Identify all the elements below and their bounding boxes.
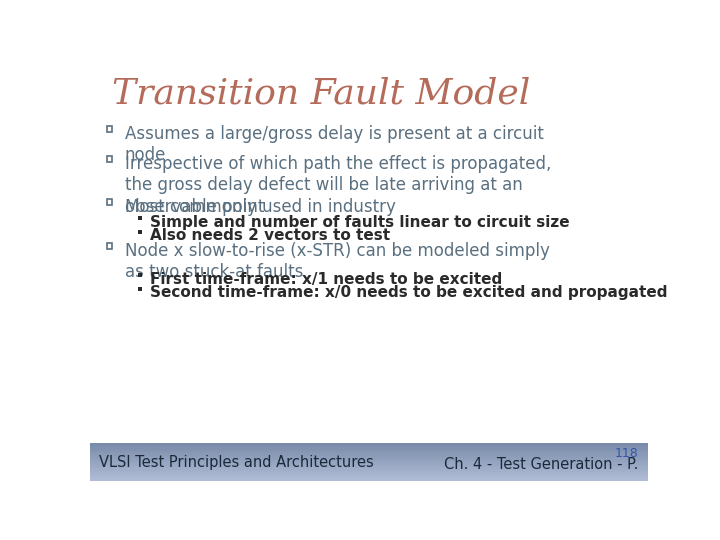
Bar: [90, 471, 648, 473]
Bar: [90, 460, 648, 461]
Text: Simple and number of faults linear to circuit size: Simple and number of faults linear to ci…: [150, 215, 570, 230]
Bar: [107, 126, 112, 132]
Bar: [138, 273, 142, 278]
Text: Assumes a large/gross delay is present at a circuit
node: Assumes a large/gross delay is present a…: [125, 125, 544, 164]
Bar: [90, 479, 648, 481]
Text: 118: 118: [615, 447, 639, 460]
Text: First time-frame: x/1 needs to be excited: First time-frame: x/1 needs to be excite…: [150, 272, 503, 287]
Bar: [90, 446, 648, 447]
Text: Ch. 4 - Test Generation - P.: Ch. 4 - Test Generation - P.: [444, 457, 639, 472]
Bar: [138, 230, 142, 234]
Text: Second time-frame: x/0 needs to be excited and propagated: Second time-frame: x/0 needs to be excit…: [150, 286, 668, 300]
Bar: [90, 474, 648, 476]
Bar: [90, 473, 648, 475]
Text: Also needs 2 vectors to test: Also needs 2 vectors to test: [150, 228, 390, 244]
Bar: [90, 444, 648, 446]
Bar: [90, 463, 648, 464]
Bar: [90, 469, 648, 471]
Bar: [90, 448, 648, 450]
Bar: [90, 461, 648, 462]
Bar: [90, 449, 648, 451]
Text: Transition Fault Model: Transition Fault Model: [112, 76, 530, 110]
Bar: [90, 468, 648, 469]
Bar: [107, 157, 112, 162]
Bar: [90, 478, 648, 480]
Bar: [90, 476, 648, 478]
Bar: [90, 443, 648, 445]
Bar: [90, 475, 648, 477]
Bar: [90, 456, 648, 457]
Bar: [90, 452, 648, 454]
Bar: [138, 217, 142, 220]
Text: Most commonly used in industry: Most commonly used in industry: [125, 198, 396, 215]
Bar: [90, 457, 648, 458]
Text: Irrespective of which path the effect is propagated,
the gross delay defect will: Irrespective of which path the effect is…: [125, 155, 552, 216]
Text: VLSI Test Principles and Architectures: VLSI Test Principles and Architectures: [99, 455, 374, 470]
Bar: [90, 470, 648, 472]
Bar: [90, 465, 648, 467]
Bar: [90, 467, 648, 468]
Bar: [107, 199, 112, 205]
Bar: [107, 244, 112, 249]
Text: Node x slow-to-rise (x-STR) can be modeled simply
as two stuck-at faults: Node x slow-to-rise (x-STR) can be model…: [125, 242, 550, 281]
Bar: [90, 451, 648, 453]
Bar: [90, 462, 648, 463]
Bar: [90, 453, 648, 455]
Bar: [90, 458, 648, 460]
Bar: [90, 464, 648, 466]
Bar: [90, 447, 648, 449]
Bar: [138, 287, 142, 291]
Bar: [90, 454, 648, 456]
